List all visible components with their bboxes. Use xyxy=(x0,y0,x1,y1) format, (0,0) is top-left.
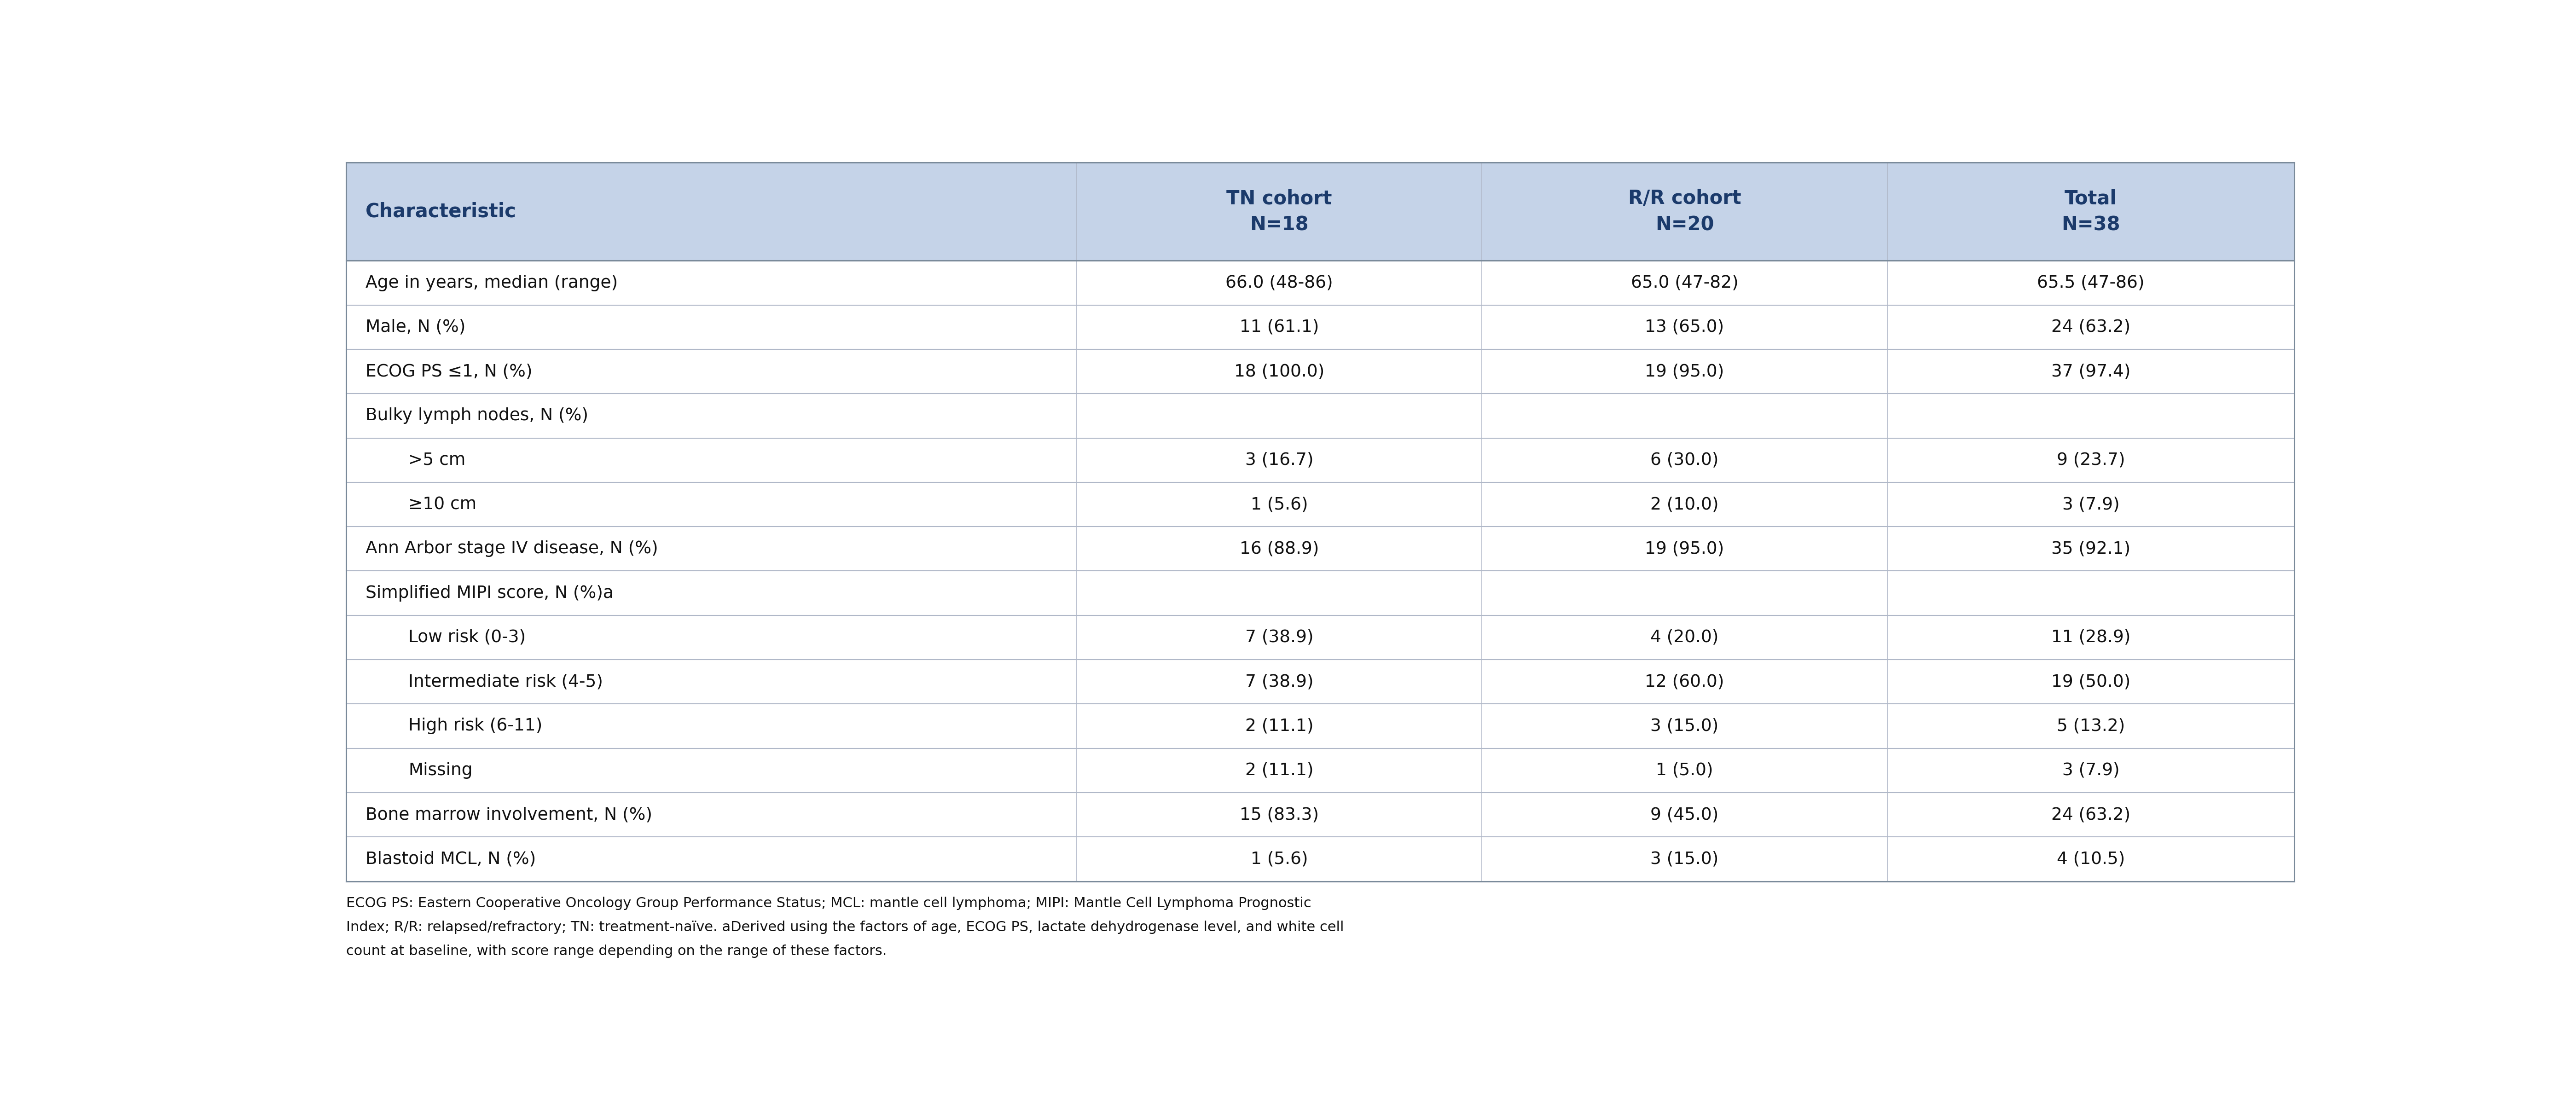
Text: Low risk (0-3): Low risk (0-3) xyxy=(410,629,526,645)
Text: 35 (92.1): 35 (92.1) xyxy=(2050,540,2130,557)
Text: Ann Arbor stage IV disease, N (%): Ann Arbor stage IV disease, N (%) xyxy=(366,540,657,557)
Bar xyxy=(345,260,2295,306)
Bar xyxy=(345,350,2295,394)
Text: 19 (95.0): 19 (95.0) xyxy=(1646,363,1723,380)
Text: Missing: Missing xyxy=(410,762,471,778)
Text: 3 (16.7): 3 (16.7) xyxy=(1244,452,1314,468)
Text: >5 cm: >5 cm xyxy=(410,452,466,468)
Text: 16 (88.9): 16 (88.9) xyxy=(1239,540,1319,557)
Text: 11 (28.9): 11 (28.9) xyxy=(2050,629,2130,645)
Text: 65.0 (47-82): 65.0 (47-82) xyxy=(1631,275,1739,291)
Text: 3 (15.0): 3 (15.0) xyxy=(1651,717,1718,734)
Bar xyxy=(345,163,2295,260)
Text: 4 (10.5): 4 (10.5) xyxy=(2056,851,2125,868)
Text: ECOG PS ≤1, N (%): ECOG PS ≤1, N (%) xyxy=(366,363,533,380)
Text: 7 (38.9): 7 (38.9) xyxy=(1244,673,1314,690)
Bar xyxy=(345,748,2295,793)
Text: Characteristic: Characteristic xyxy=(366,201,515,221)
Bar xyxy=(345,394,2295,438)
Bar xyxy=(345,571,2295,615)
Text: 3 (15.0): 3 (15.0) xyxy=(1651,851,1718,868)
Bar xyxy=(345,660,2295,704)
Text: 18 (100.0): 18 (100.0) xyxy=(1234,363,1324,380)
Bar xyxy=(345,615,2295,660)
Bar xyxy=(345,704,2295,748)
Text: 2 (11.1): 2 (11.1) xyxy=(1244,717,1314,734)
Text: Bone marrow involvement, N (%): Bone marrow involvement, N (%) xyxy=(366,807,652,823)
Text: 7 (38.9): 7 (38.9) xyxy=(1244,629,1314,645)
Text: 3 (7.9): 3 (7.9) xyxy=(2063,496,2120,513)
Text: Male, N (%): Male, N (%) xyxy=(366,319,466,335)
Text: 1 (5.0): 1 (5.0) xyxy=(1656,762,1713,778)
Text: ECOG PS: Eastern Cooperative Oncology Group Performance Status; MCL: mantle cell: ECOG PS: Eastern Cooperative Oncology Gr… xyxy=(345,897,1311,910)
Text: 24 (63.2): 24 (63.2) xyxy=(2050,319,2130,335)
Text: Simplified MIPI score, N (%)a: Simplified MIPI score, N (%)a xyxy=(366,584,613,601)
Text: 3 (7.9): 3 (7.9) xyxy=(2063,762,2120,778)
Text: 65.5 (47-86): 65.5 (47-86) xyxy=(2038,275,2146,291)
Text: Blastoid MCL, N (%): Blastoid MCL, N (%) xyxy=(366,851,536,868)
Text: 24 (63.2): 24 (63.2) xyxy=(2050,807,2130,823)
Text: ≥10 cm: ≥10 cm xyxy=(410,496,477,513)
Text: Bulky lymph nodes, N (%): Bulky lymph nodes, N (%) xyxy=(366,407,587,424)
Text: 19 (50.0): 19 (50.0) xyxy=(2050,673,2130,690)
Text: 19 (95.0): 19 (95.0) xyxy=(1646,540,1723,557)
Text: 5 (13.2): 5 (13.2) xyxy=(2056,717,2125,734)
Text: 12 (60.0): 12 (60.0) xyxy=(1646,673,1723,690)
Text: 13 (65.0): 13 (65.0) xyxy=(1646,319,1723,335)
Text: 2 (11.1): 2 (11.1) xyxy=(1244,762,1314,778)
Text: 1 (5.6): 1 (5.6) xyxy=(1249,496,1309,513)
Text: 4 (20.0): 4 (20.0) xyxy=(1651,629,1718,645)
Text: 11 (61.1): 11 (61.1) xyxy=(1239,319,1319,335)
Text: count at baseline, with score range depending on the range of these factors.: count at baseline, with score range depe… xyxy=(345,944,886,958)
Bar xyxy=(345,483,2295,527)
Text: Intermediate risk (4-5): Intermediate risk (4-5) xyxy=(410,673,603,690)
Text: 2 (10.0): 2 (10.0) xyxy=(1651,496,1718,513)
Text: 15 (83.3): 15 (83.3) xyxy=(1239,807,1319,823)
Text: Index; R/R: relapsed/refractory; TN: treatment-naïve. aDerived using the factors: Index; R/R: relapsed/refractory; TN: tre… xyxy=(345,920,1345,934)
Text: 6 (30.0): 6 (30.0) xyxy=(1651,452,1718,468)
Bar xyxy=(345,306,2295,350)
Text: 37 (97.4): 37 (97.4) xyxy=(2050,363,2130,380)
Text: 9 (45.0): 9 (45.0) xyxy=(1651,807,1718,823)
Bar xyxy=(345,793,2295,837)
Text: Total
N=38: Total N=38 xyxy=(2061,189,2120,235)
Text: TN cohort
N=18: TN cohort N=18 xyxy=(1226,189,1332,235)
Text: High risk (6-11): High risk (6-11) xyxy=(410,717,544,734)
Bar xyxy=(345,527,2295,571)
Text: 9 (23.7): 9 (23.7) xyxy=(2056,452,2125,468)
Text: 1 (5.6): 1 (5.6) xyxy=(1249,851,1309,868)
Bar xyxy=(345,438,2295,483)
Text: R/R cohort
N=20: R/R cohort N=20 xyxy=(1628,189,1741,235)
Text: 66.0 (48-86): 66.0 (48-86) xyxy=(1226,275,1332,291)
Text: Age in years, median (range): Age in years, median (range) xyxy=(366,275,618,291)
Bar xyxy=(345,837,2295,881)
